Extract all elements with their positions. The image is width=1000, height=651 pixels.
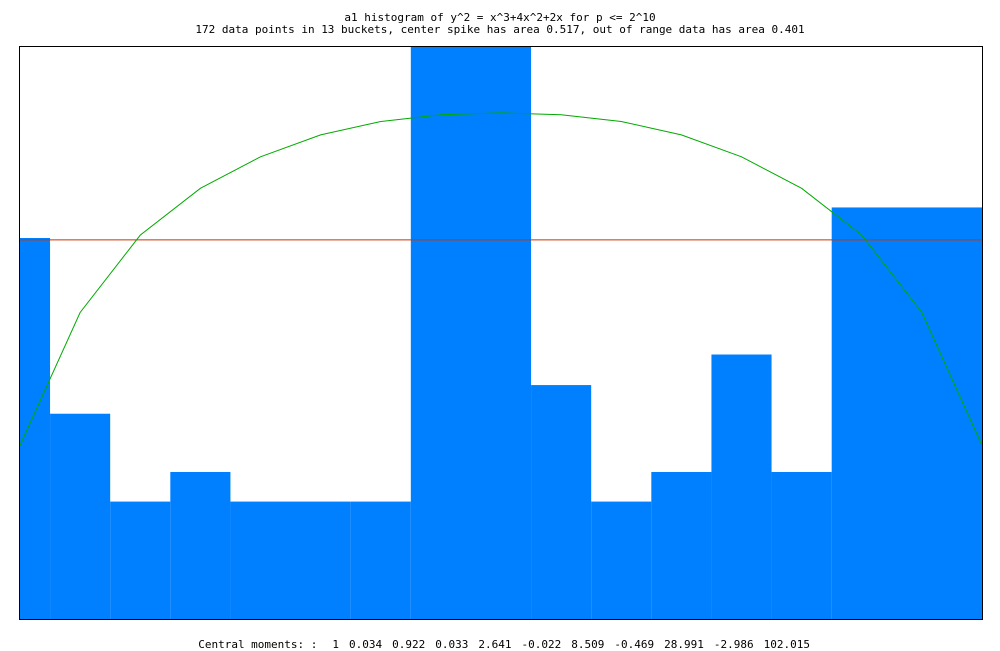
- histogram-bar-4: [170, 471, 231, 620]
- histogram-bar-9: [591, 501, 652, 620]
- semicircle-curve: [19, 112, 983, 446]
- histogram-bar-6: [350, 501, 411, 620]
- histogram-bar-1: [20, 238, 51, 620]
- histogram-bar-8: [531, 385, 592, 620]
- plot-frame: [19, 46, 983, 620]
- chart-subtitle: 172 data points in 13 buckets, center sp…: [195, 23, 805, 36]
- histogram-bar-13: [831, 207, 982, 620]
- histogram-bar-10: [651, 471, 712, 620]
- chart-title: a1 histogram of y^2 = x^3+4x^2+2x for p …: [344, 11, 656, 24]
- central-moments: Central moments: :1 0.034 0.922 0.033 2.641-…: [0, 627, 1000, 651]
- histogram-bar-3: [110, 501, 171, 620]
- histogram-bar-2: [50, 413, 111, 620]
- histogram-bar-5: [230, 501, 351, 620]
- histogram-bar-12: [771, 471, 832, 620]
- histogram-bar-7: [410, 47, 532, 620]
- histogram-bar-11: [711, 354, 772, 620]
- bars-layer: [20, 47, 982, 620]
